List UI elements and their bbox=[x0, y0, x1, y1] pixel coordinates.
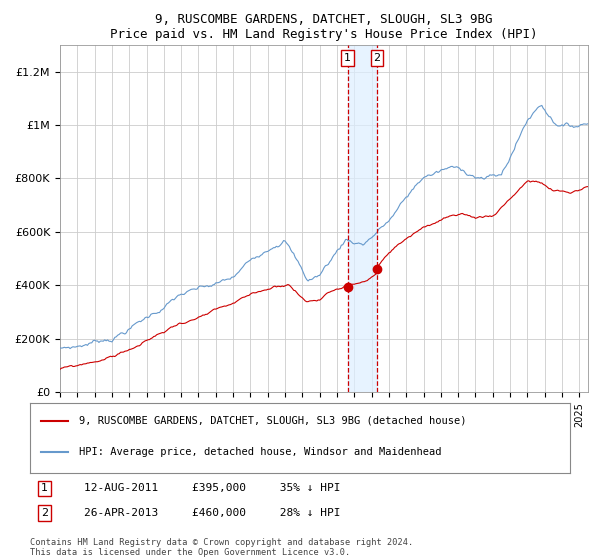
Text: 12-AUG-2011     £395,000     35% ↓ HPI: 12-AUG-2011 £395,000 35% ↓ HPI bbox=[84, 483, 341, 493]
Text: 2: 2 bbox=[374, 53, 381, 63]
Text: 26-APR-2013     £460,000     28% ↓ HPI: 26-APR-2013 £460,000 28% ↓ HPI bbox=[84, 508, 341, 518]
Title: 9, RUSCOMBE GARDENS, DATCHET, SLOUGH, SL3 9BG
Price paid vs. HM Land Registry's : 9, RUSCOMBE GARDENS, DATCHET, SLOUGH, SL… bbox=[110, 13, 538, 41]
Text: 9, RUSCOMBE GARDENS, DATCHET, SLOUGH, SL3 9BG (detached house): 9, RUSCOMBE GARDENS, DATCHET, SLOUGH, SL… bbox=[79, 416, 466, 426]
Text: Contains HM Land Registry data © Crown copyright and database right 2024.
This d: Contains HM Land Registry data © Crown c… bbox=[30, 538, 413, 557]
Text: 1: 1 bbox=[41, 483, 48, 493]
Text: 1: 1 bbox=[344, 53, 351, 63]
Bar bbox=[348, 45, 377, 392]
Text: 2: 2 bbox=[41, 508, 48, 518]
Text: HPI: Average price, detached house, Windsor and Maidenhead: HPI: Average price, detached house, Wind… bbox=[79, 447, 441, 457]
